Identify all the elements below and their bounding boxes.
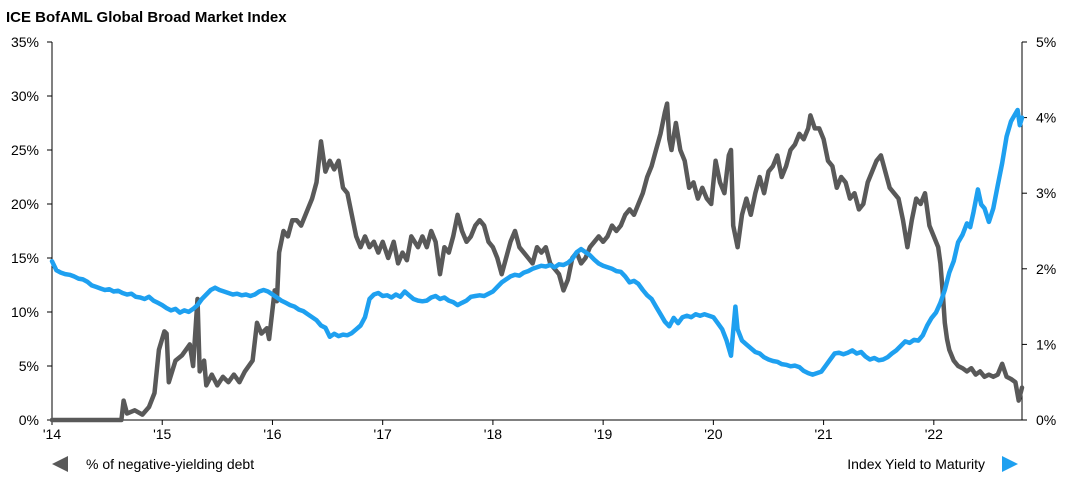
series-layer <box>52 104 1022 420</box>
legend-left: % of negative-yielding debt <box>52 456 254 472</box>
left-y-tick-label: 35% <box>11 34 39 50</box>
left-y-tick-label: 20% <box>11 196 39 212</box>
right-y-tick-label: 1% <box>1036 336 1056 352</box>
right-y-tick-label: 3% <box>1036 185 1056 201</box>
x-tick-label: '15 <box>153 426 171 442</box>
right-triangle-icon <box>1002 456 1018 472</box>
legend-label-negative-yield: % of negative-yielding debt <box>86 456 254 472</box>
chart-title: ICE BofAML Global Broad Market Index <box>6 9 287 26</box>
x-tick-label: '14 <box>43 426 61 442</box>
x-tick-label: '21 <box>814 426 832 442</box>
right-y-tick-label: 5% <box>1036 34 1056 50</box>
x-tick-label: '22 <box>925 426 943 442</box>
left-y-tick-label: 25% <box>11 142 39 158</box>
x-ticks: '14 '15 '16 '17 '18 '19 '20 '21 '22 <box>43 420 943 442</box>
series-line-negative-yield <box>52 104 1022 420</box>
left-y-ticks: 0% 5% 10% 15% 20% 25% 30% 35% <box>11 34 52 428</box>
right-y-ticks: 0% 1% 2% 3% 4% 5% <box>1022 34 1056 428</box>
left-y-tick-label: 15% <box>11 250 39 266</box>
x-tick-label: '17 <box>374 426 392 442</box>
x-tick-label: '20 <box>704 426 722 442</box>
x-tick-label: '18 <box>484 426 502 442</box>
left-y-tick-label: 10% <box>11 304 39 320</box>
x-tick-label: '19 <box>594 426 612 442</box>
right-y-tick-label: 4% <box>1036 110 1056 126</box>
left-y-tick-label: 5% <box>19 358 39 374</box>
left-y-tick-label: 0% <box>19 412 39 428</box>
x-tick-label: '16 <box>263 426 281 442</box>
left-y-tick-label: 30% <box>11 88 39 104</box>
right-y-tick-label: 2% <box>1036 261 1056 277</box>
right-y-tick-label: 0% <box>1036 412 1056 428</box>
legend-label-index-yield: Index Yield to Maturity <box>847 456 985 472</box>
left-triangle-icon <box>52 456 68 472</box>
legend-right: Index Yield to Maturity <box>847 456 1018 472</box>
